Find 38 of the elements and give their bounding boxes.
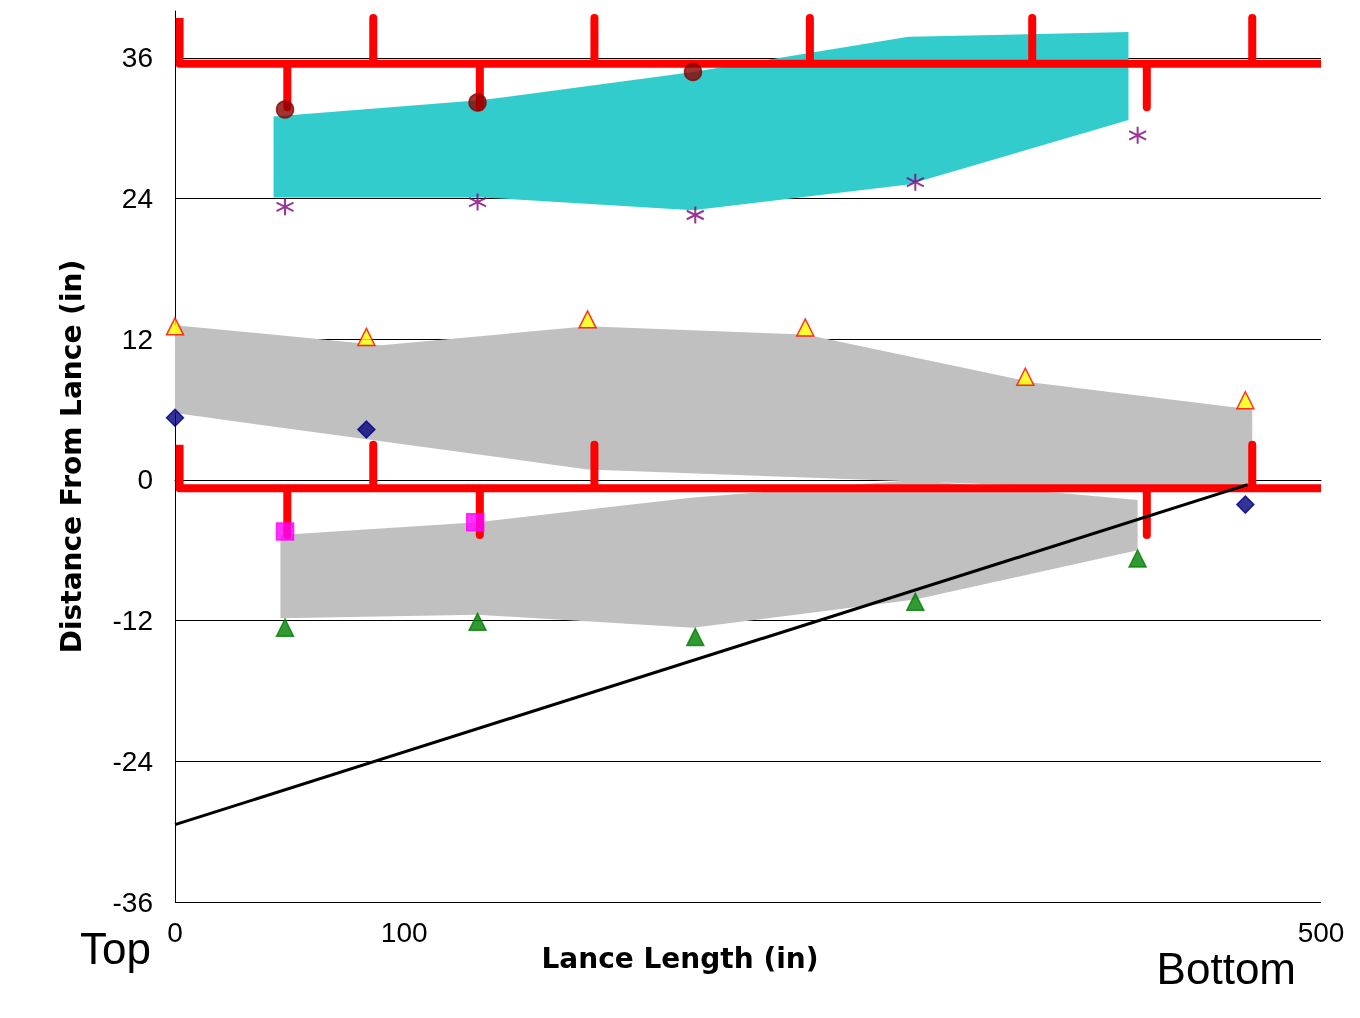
y-tick-label: 12	[121, 323, 153, 355]
point	[275, 522, 295, 541]
point	[578, 310, 597, 329]
point	[686, 627, 705, 647]
point	[165, 317, 185, 336]
x-tick-label: 500	[1297, 916, 1345, 948]
point	[1128, 125, 1148, 145]
point	[905, 172, 925, 192]
y-axis-title: Distance From Lance (in)	[54, 259, 88, 654]
text: Top	[80, 923, 151, 973]
point	[796, 318, 815, 337]
point	[1236, 390, 1255, 410]
y-tick-label: -12	[112, 605, 153, 637]
point	[275, 618, 295, 637]
point	[906, 592, 925, 612]
point	[683, 62, 703, 82]
x-tick-label: 0	[167, 916, 183, 948]
point	[165, 408, 185, 428]
y-tick-label: 24	[121, 183, 153, 215]
point	[1128, 549, 1147, 568]
y-tick-label: 36	[121, 42, 153, 74]
point	[466, 512, 485, 532]
y-tick-label: 0	[137, 464, 153, 496]
point	[1236, 495, 1255, 514]
point	[275, 100, 295, 119]
point	[468, 612, 487, 632]
point	[357, 420, 376, 439]
y-tick-label: -24	[112, 745, 153, 777]
point	[468, 93, 487, 112]
x-tick-label: 100	[380, 916, 428, 948]
point	[468, 192, 488, 212]
x-axis-title: Lance Length (in)	[541, 941, 819, 975]
text: Bottom	[1156, 943, 1296, 993]
y-tick-label: -36	[112, 886, 153, 918]
point	[685, 205, 705, 225]
point	[357, 327, 376, 347]
point	[1016, 367, 1035, 387]
point	[275, 197, 295, 217]
